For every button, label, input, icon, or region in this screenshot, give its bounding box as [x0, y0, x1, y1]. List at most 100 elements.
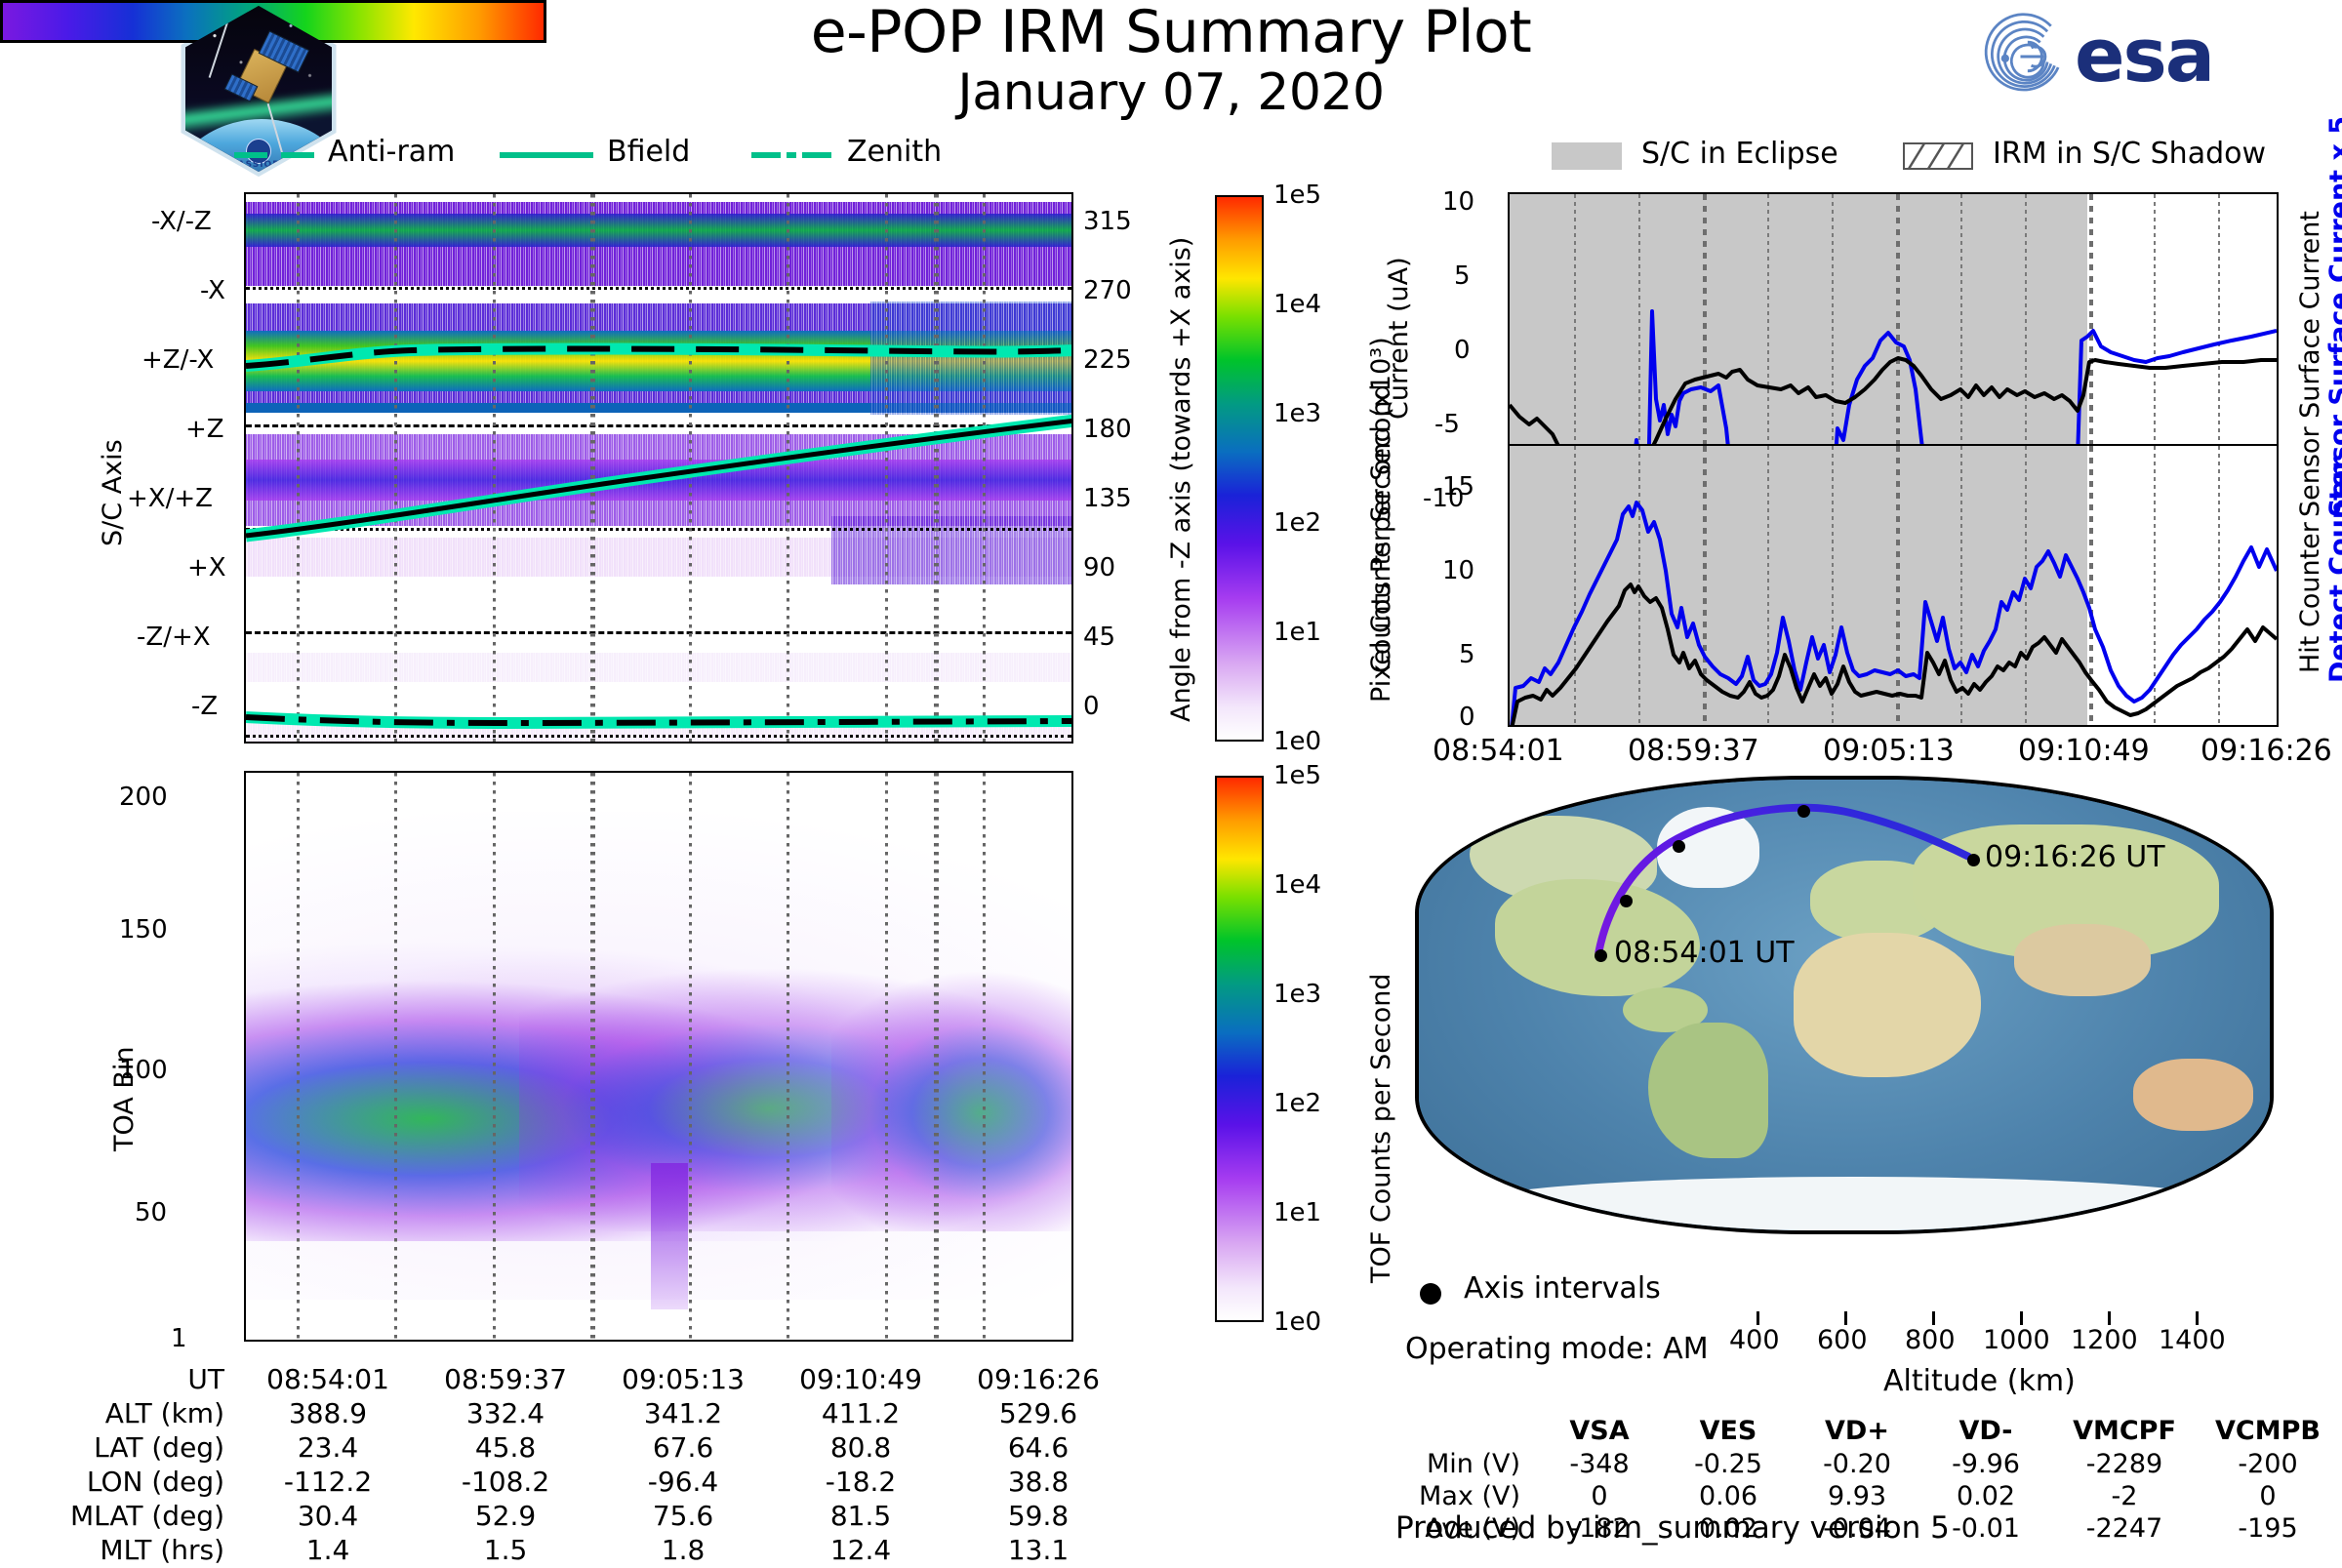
spectrogram-angle-tick-2: 225	[1083, 345, 1132, 375]
land-australia	[2133, 1059, 2253, 1132]
alt-tick-label-5: 1400	[2159, 1325, 2226, 1355]
legend-swatch-bfield	[500, 152, 593, 158]
ephem-cell: 332.4	[465, 1397, 545, 1429]
table-row: ALT (km) 388.9 332.4 341.2 411.2 529.6	[61, 1397, 1126, 1429]
spectrogram-angle-tick-6: 45	[1083, 623, 1116, 652]
cassiope-caption: CASSIOPE	[230, 160, 287, 170]
spectrogram-ylabel: S/C Axis	[98, 439, 128, 546]
voltage-col-1: VES	[1699, 1416, 1757, 1446]
spectrogram-gridline	[983, 194, 986, 742]
ephem-cell: 59.8	[1007, 1500, 1070, 1532]
current-gridline	[1638, 194, 1640, 512]
esa-logo: esa	[1981, 8, 2264, 105]
zenith-trace	[246, 711, 1071, 730]
spectrogram-gridline	[885, 194, 888, 742]
ephem-cell: 529.6	[998, 1397, 1078, 1429]
ephem-cell: 1.4	[305, 1534, 350, 1566]
voltage-col-2: VD+	[1825, 1416, 1889, 1446]
voltage-cell: -0.25	[1694, 1449, 1762, 1479]
ephem-cell: 52.9	[474, 1500, 537, 1532]
alt-tick-label-1: 600	[1817, 1325, 1868, 1355]
voltage-row-label-0: Min (V)	[1426, 1449, 1520, 1479]
current-gridline	[2154, 194, 2156, 512]
toa-gridline-major	[590, 773, 595, 1340]
table-row: MLAT (deg) 30.4 52.9 75.6 81.5 59.8	[61, 1500, 1126, 1532]
spectrogram-gridline	[493, 194, 496, 742]
alt-tick-label-4: 1200	[2071, 1325, 2138, 1355]
counts-xtick-4: 09:16:26	[2201, 734, 2332, 768]
spectrogram-hline-1	[246, 287, 1071, 290]
pixel-cbar-tick-2: 1e2	[1273, 508, 1322, 538]
page-date: January 07, 2020	[957, 63, 1385, 122]
pixel-cbar-tick-3: 1e3	[1273, 399, 1322, 428]
bfield-trace	[246, 414, 1071, 543]
spectrogram-angle-tick-4: 135	[1083, 484, 1132, 513]
land-africa	[1793, 933, 1981, 1077]
current-gridline-major	[1896, 194, 1900, 512]
pixel-cbar-tick-0: 1e0	[1273, 727, 1322, 756]
alt-tick	[1932, 1311, 1935, 1325]
alt-tick-label-0: 400	[1729, 1325, 1780, 1355]
toa-ytick-4: 200	[119, 783, 168, 812]
counts-gridline	[1574, 446, 1576, 725]
tof-counts-colorbar[interactable]	[1215, 776, 1264, 1322]
sc-axis-spectrogram[interactable]	[244, 192, 1073, 744]
anti-ram-trace	[246, 342, 1071, 372]
counts-ylabel: Counts Per Second (x10³)	[1366, 337, 1396, 673]
tof-cbar-tick-0: 1e0	[1273, 1307, 1322, 1337]
voltage-col-3: VD-	[1958, 1416, 2013, 1446]
land-south-america	[1648, 1023, 1768, 1159]
voltage-cell: -2247	[2085, 1513, 2163, 1544]
ephem-cell: 388.9	[288, 1397, 368, 1429]
counts-ytick-10: 10	[1442, 556, 1475, 585]
alt-tick	[1844, 1311, 1847, 1325]
legend-swatch-zenith-b	[787, 152, 796, 158]
spectrogram-ytick-2: +Z/-X	[141, 345, 215, 375]
spectrogram-patch-right	[831, 516, 1071, 584]
current-ytick-m10: -10	[1423, 484, 1465, 513]
legend-label-eclipse: S/C in Eclipse	[1641, 137, 1838, 171]
ephem-cell: 1.8	[661, 1534, 706, 1566]
tof-cbar-tick-3: 1e3	[1273, 980, 1322, 1009]
counts-right-label-black: Hit Counter	[2295, 522, 2325, 673]
page-title: e-POP IRM Summary Plot	[810, 0, 1532, 66]
counts-ytick-5: 5	[1459, 640, 1475, 669]
tof-cbar-tick-5: 1e5	[1273, 761, 1322, 790]
counts-per-second-panel[interactable]	[1508, 444, 2279, 727]
orbit-ground-track-map[interactable]: 08:54:01 UT 09:16:26 UT	[1415, 776, 2274, 1234]
toa-gridline	[885, 773, 888, 1340]
ephem-row-label-1: ALT (km)	[104, 1397, 225, 1429]
tof-cbar-tick-4: 1e4	[1273, 870, 1322, 900]
counts-gridline	[2218, 446, 2220, 725]
spectrogram-hline-3	[246, 528, 1071, 531]
legend-label-zenith: Zenith	[847, 135, 943, 169]
table-row: LON (deg) -112.2 -108.2 -96.4 -18.2 38.8	[61, 1466, 1126, 1498]
current-gridline	[2025, 194, 2027, 512]
toa-bin-spectrogram[interactable]	[244, 771, 1073, 1342]
counts-gridline-major	[2089, 446, 2093, 725]
ephem-row-label-4: MLAT (deg)	[70, 1500, 225, 1532]
toa-cloud-right	[831, 948, 1071, 1231]
voltage-cell: 0	[1591, 1481, 1608, 1511]
ephem-cell: 08:59:37	[444, 1363, 567, 1395]
ephem-cell: 64.6	[1007, 1431, 1070, 1464]
toa-ytick-3: 150	[119, 915, 168, 945]
counts-xtick-2: 09:05:13	[1823, 734, 1955, 768]
spectrogram-gridline	[297, 194, 300, 742]
voltage-cell: 0.06	[1698, 1481, 1758, 1511]
legend-label-anti-ram: Anti-ram	[328, 135, 456, 169]
spectrogram-band-2-edge	[246, 403, 1071, 413]
tof-colorbar-label: TOF Counts per Second	[1366, 973, 1396, 1284]
pixel-counts-colorbar[interactable]	[1215, 195, 1264, 742]
spectrogram-angle-tick-1: 270	[1083, 276, 1132, 305]
voltage-cell: -182	[1569, 1513, 1630, 1544]
ephem-cell: 411.2	[821, 1397, 901, 1429]
current-gridline-major	[1703, 194, 1707, 512]
footer-produced-by: Produced by irm_summary version 5	[1395, 1510, 1950, 1546]
detect-counter-series	[1510, 501, 2277, 725]
cassiope-logo: CASSIOPE	[181, 0, 337, 178]
alt-tick	[2108, 1311, 2111, 1325]
tof-cbar-tick-1: 1e1	[1273, 1198, 1322, 1227]
toa-ytick-1: 50	[135, 1198, 168, 1227]
counts-xtick-1: 08:59:37	[1628, 734, 1759, 768]
